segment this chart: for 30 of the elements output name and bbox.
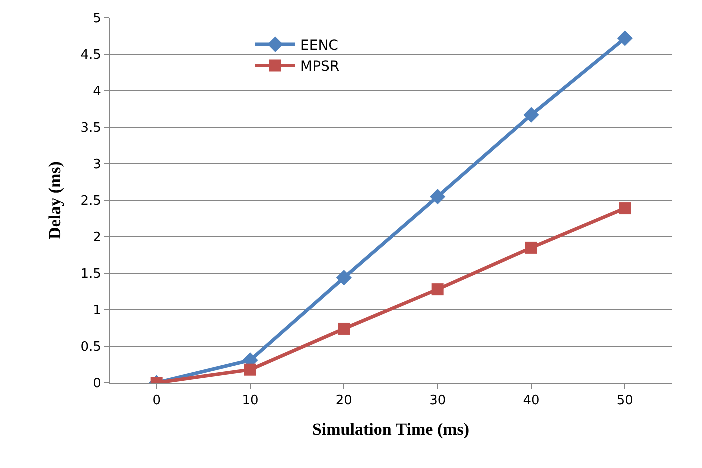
legend-label: MPSR <box>300 59 340 76</box>
point <box>430 189 446 205</box>
y-tick-label: 1.5 <box>80 267 102 282</box>
x-tick-label: 30 <box>430 394 446 409</box>
point <box>432 284 444 296</box>
y-tick-label: 3.5 <box>80 121 102 136</box>
y-axis-title: Delay (ms) <box>45 162 64 240</box>
point <box>244 364 256 376</box>
y-tick-label: 5 <box>93 12 102 27</box>
y-tick-label: 3 <box>93 158 102 173</box>
y-tick-label: 4 <box>93 84 102 100</box>
y-tick-label: 1 <box>93 304 102 319</box>
y-tick-label: 0.5 <box>80 340 102 356</box>
point <box>338 322 350 335</box>
y-tick-label: 2.5 <box>80 194 102 210</box>
point <box>619 202 632 215</box>
point <box>524 107 540 123</box>
x-axis-title: Simulation Time (ms) <box>312 420 470 439</box>
legend-label: EENC <box>300 38 339 54</box>
point <box>336 270 352 286</box>
point <box>526 242 538 254</box>
x-tick-label: 10 <box>242 394 259 409</box>
x-tick-label: 20 <box>336 394 352 409</box>
y-tick-label: 4.5 <box>80 48 102 64</box>
y-tick-label: 0 <box>93 376 102 392</box>
y-tick-label: 2 <box>93 230 102 246</box>
point <box>617 30 633 46</box>
x-tick-label: 50 <box>616 394 634 409</box>
x-tick-label: 0 <box>152 394 161 409</box>
x-tick-label: 40 <box>523 394 540 409</box>
